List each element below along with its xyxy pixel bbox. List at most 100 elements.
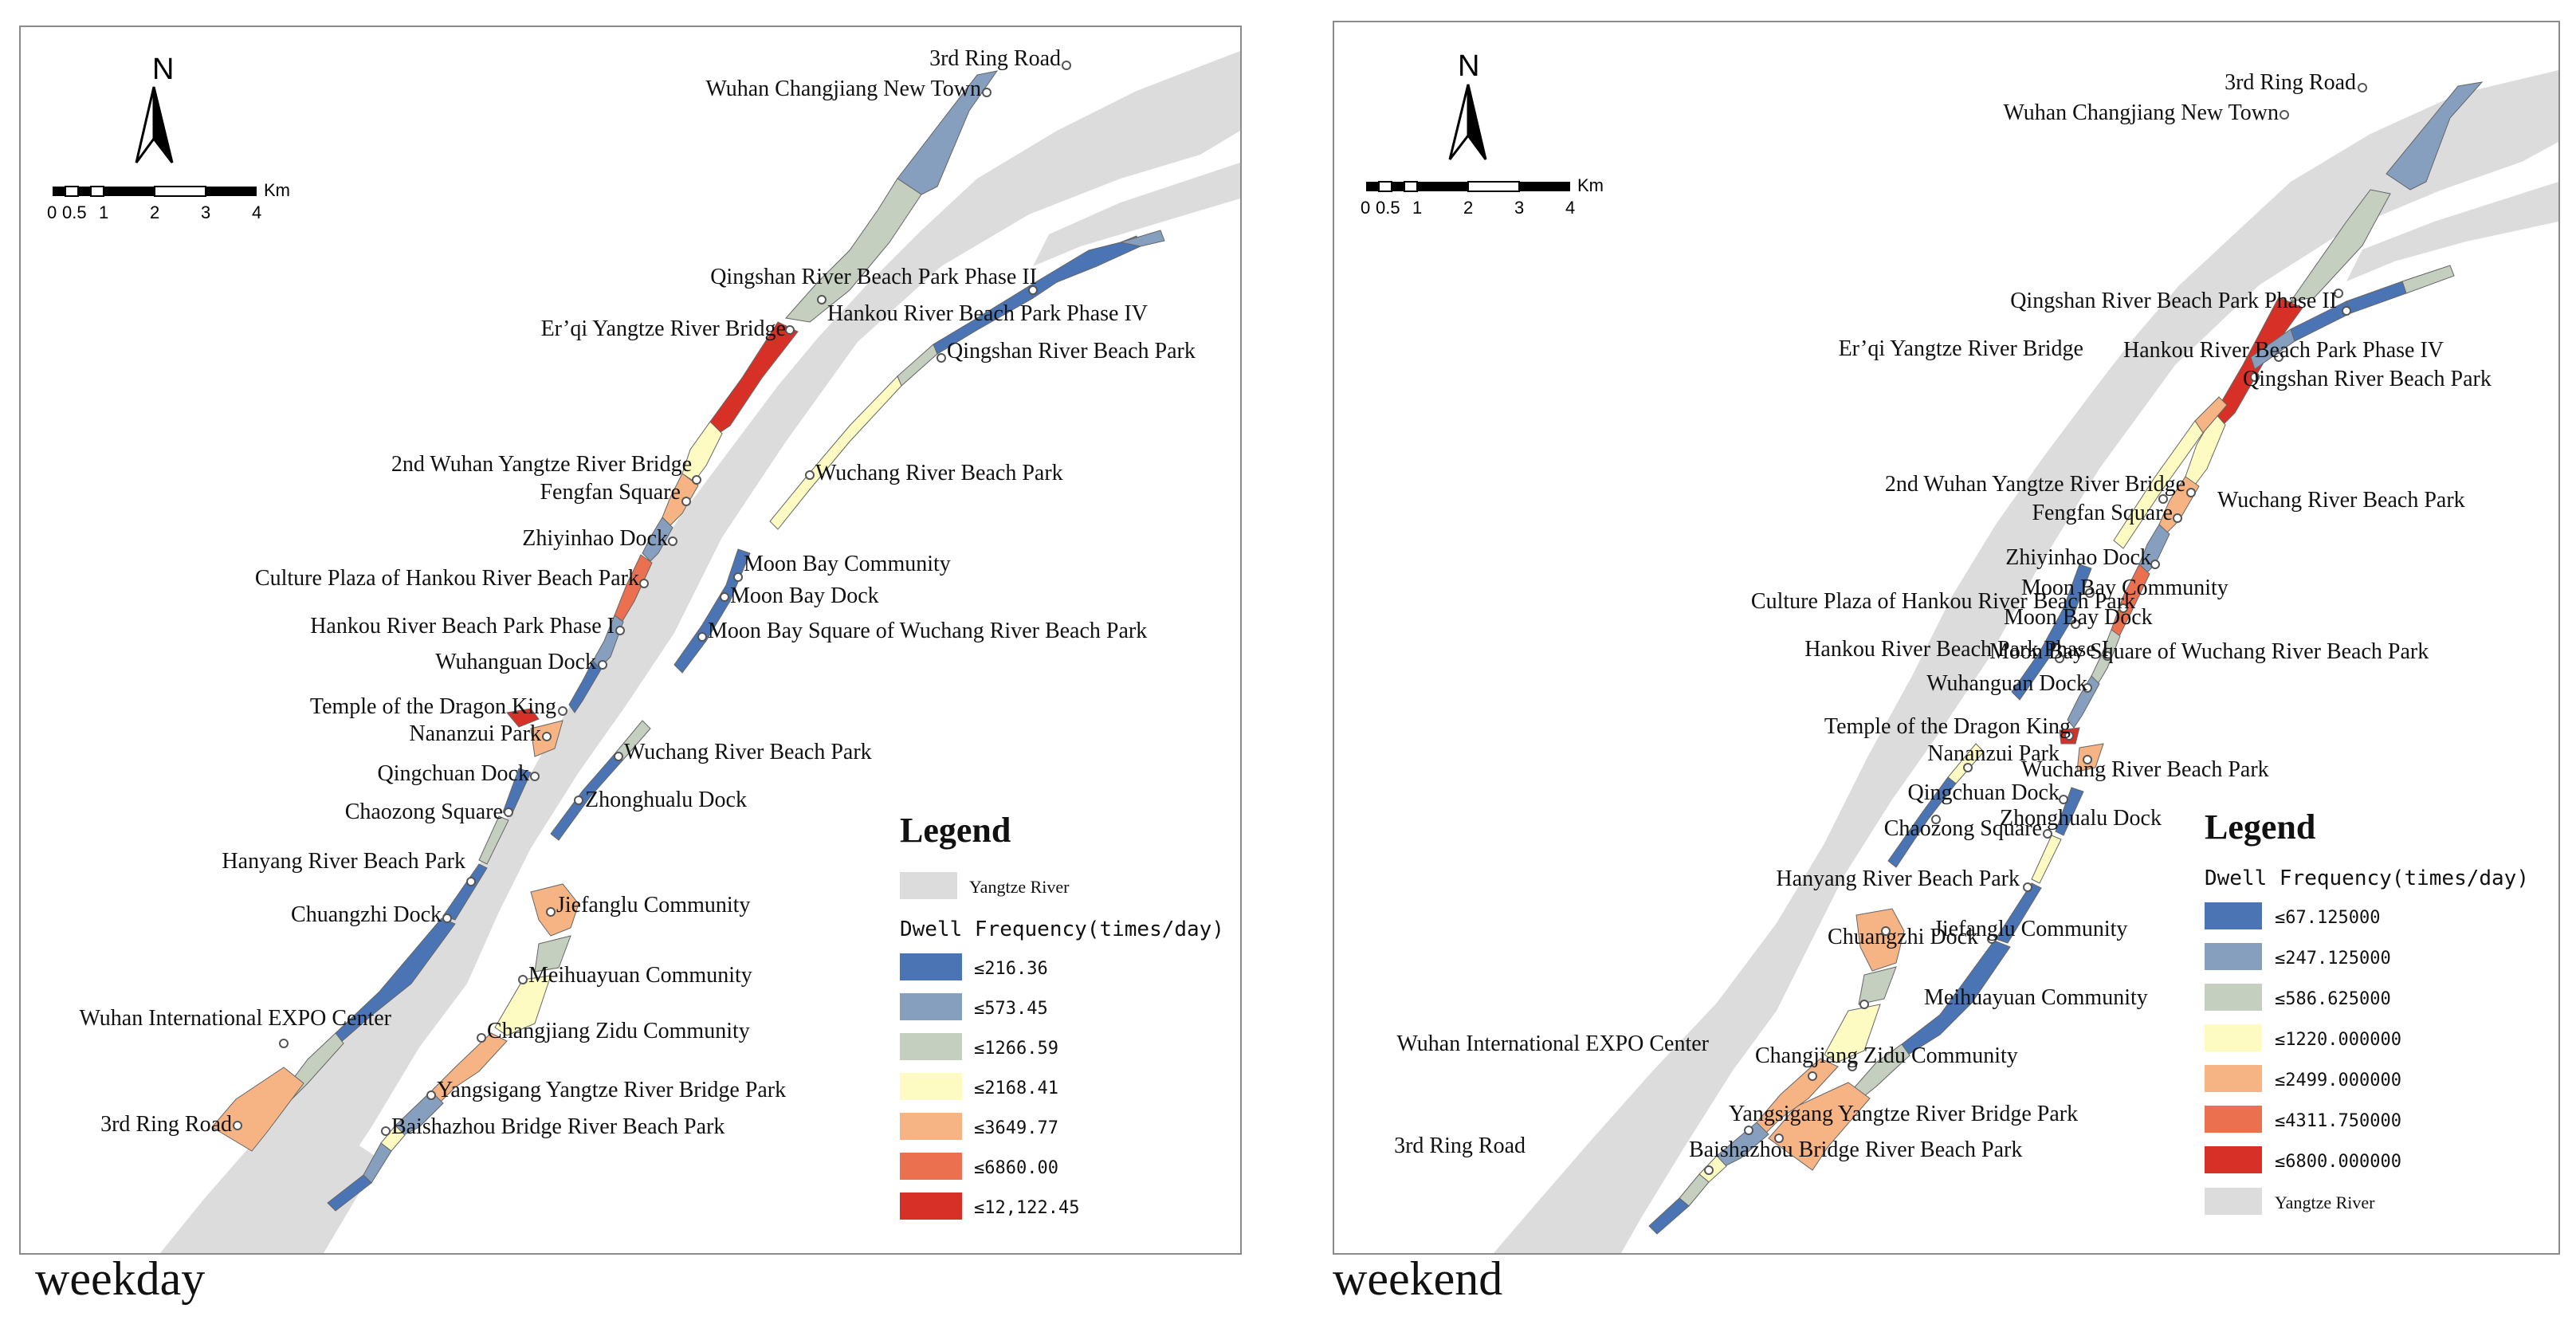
poi-circle-icon [2158,494,2168,504]
north-label: N [152,53,174,86]
place-label: Yangsigang Yangtze River Bridge Park [437,1078,786,1102]
poi-circle-icon [1028,285,1038,295]
scale-seg-a [1366,182,1379,191]
poi-moon-bay-square: Moon Bay Square of Wuchang River Beach P… [697,619,1147,643]
poi-circle-icon [2023,882,2032,892]
poi-baishazhou: Baishazhou Bridge River Beach Park [1689,1138,2022,1175]
north-arrow-left [135,86,155,163]
poi-expo: Wuhan International EXPO Center [1396,1031,1857,1071]
poi-erqi-bridge: Er’qi Yangtze River Bridge [1839,336,2283,362]
place-label: 2nd Wuhan Yangtze River Bridge [391,452,692,477]
weekend-map: N 0 0.5 1 2 3 4 Km 3rd Ring Road Wuhan C… [1361,49,2558,1253]
scale-label-05: 0.5 [62,202,87,222]
scale-seg-c [78,187,91,196]
segment-qingshan-park-tail [2250,328,2295,370]
scale-label-4: 4 [252,202,261,222]
legend-swatch-1 [900,953,962,980]
place-label: Jiefanglu Community [1934,917,2127,941]
legend-title: Legend [2205,807,2315,847]
scale-seg-g [206,187,257,196]
poi-chaozong: Chaozong Square [1884,816,2052,841]
poi-moon-bay-dock: Moon Bay Dock [720,583,879,608]
weekend-map-panel: N 0 0.5 1 2 3 4 Km 3rd Ring Road Wuhan C… [1333,21,2560,1255]
poi-yangsigang: Yangsigang Yangtze River Bridge Park [426,1078,786,1102]
yangtze-river [1494,70,2558,1253]
poi-labels: 3rd Ring Road Wuhan Changjiang New Town … [1394,70,2492,1175]
poi-circle-icon [381,1126,391,1136]
poi-wuchang-upper: Wuchang River Beach Park [2158,488,2465,513]
legend-class-6: ≤4311.750000 [2275,1111,2401,1131]
poi-dragon-king: Temple of the Dragon King [310,694,567,719]
legend-swatch-3 [900,1033,962,1060]
poi-circle-icon [785,325,795,335]
north-label: N [1458,49,1479,83]
poi-3rd-ring-road-sw: 3rd Ring Road [1394,1134,1784,1158]
poi-zidu: Changjiang Zidu Community [477,1019,750,1043]
poi-changjiang-new-town: Wuhan Changjiang New Town [2003,100,2289,125]
poi-zhonghualu: Zhonghualu Dock [574,788,747,812]
segment-phase4 [2346,281,2407,314]
poi-moon-bay-square: Moon Bay Square of Wuchang River Beach P… [1989,639,2429,664]
bank-segments-right [327,230,1165,1212]
scale-label-2: 2 [1463,198,1473,218]
poi-circle-icon [1744,1126,1753,1135]
place-label: Changjiang Zidu Community [1755,1043,2018,1068]
scale-label-0: 0 [1361,198,1370,218]
segment-3rd-ring-sw [211,1067,304,1152]
place-label: Temple of the Dragon King [310,694,556,719]
scale-label-0: 0 [47,202,57,222]
scale-seg-d [90,186,104,197]
poi-expo: Wuhan International EXPO Center [79,1006,392,1048]
poi-circle-icon [542,732,552,741]
segment-chaozong [2031,835,2062,884]
place-label: Baishazhou Bridge River Beach Park [391,1114,724,1139]
place-label: 3rd Ring Road [2225,70,2356,95]
place-label: 3rd Ring Road [100,1112,232,1137]
segment-hanyang [1995,882,2042,944]
legend-river-label: Yangtze River [969,877,1070,897]
scale-unit: Km [264,180,290,200]
poi-circle-icon [982,88,992,97]
poi-wuchang-lower: Wuchang River Beach Park [1963,757,2269,782]
poi-3rd-ring-road-ne: 3rd Ring Road [2225,70,2367,95]
place-label: Wuhan Changjiang New Town [705,77,981,101]
poi-zhiyinhao: Zhiyinhao Dock [2005,545,2160,570]
poi-chuangzhi: Chuangzhi Dock [1828,925,1997,949]
poi-erqi-bridge: Er’qi Yangtze River Bridge [541,316,795,341]
place-label: Moon Bay Square of Wuchang River Beach P… [1989,639,2429,664]
poi-circle-icon [720,592,729,602]
scale-seg-e [104,187,155,196]
place-label: Jiefanglu Community [556,893,750,917]
poi-circle-icon [574,796,583,805]
place-label: Chaozong Square [1884,816,2042,841]
north-arrow-left [1448,84,1470,160]
legend-class-4: ≤1220.000000 [2275,1030,2401,1050]
scale-unit: Km [1577,175,1604,195]
legend-class-7: ≤12,122.45 [974,1198,1079,1218]
poi-wuhanguan: Wuhanguan Dock [435,650,607,674]
legend-class-7: ≤6800.000000 [2275,1152,2401,1172]
legend-swatch-7 [2205,1146,2262,1173]
segment-wuchang-upper [2113,420,2204,549]
poi-jiefanglu: Jiefanglu Community [546,893,750,917]
poi-fengfan: Fengfan Square [2032,501,2182,525]
place-label: Wuhanguan Dock [435,650,596,674]
poi-dragon-king: Temple of the Dragon King [1824,714,2074,741]
place-label: Wuhanguan Dock [1926,671,2087,696]
poi-circle-icon [426,1090,436,1100]
place-label: Wuhan International EXPO Center [1396,1031,1709,1056]
legend-swatch-7 [900,1193,962,1220]
legend-swatch-2 [2205,943,2262,970]
poi-circle-icon [558,706,567,716]
place-label: 3rd Ring Road [1394,1134,1526,1158]
segment-meihuayuan-upper [534,935,571,972]
place-label: Wuhan Changjiang New Town [2003,100,2279,125]
poi-phase4: Hankou River Beach Park Phase IV [2123,306,2444,363]
poi-circle-icon [598,660,607,670]
poi-circle-icon [466,877,476,886]
poi-circle-icon [477,1033,486,1043]
legend-swatch-5 [2205,1065,2262,1092]
river-upper-branch [1033,163,1240,266]
segment-hanyang [442,863,488,921]
poi-circle-icon [1859,1000,1869,1009]
